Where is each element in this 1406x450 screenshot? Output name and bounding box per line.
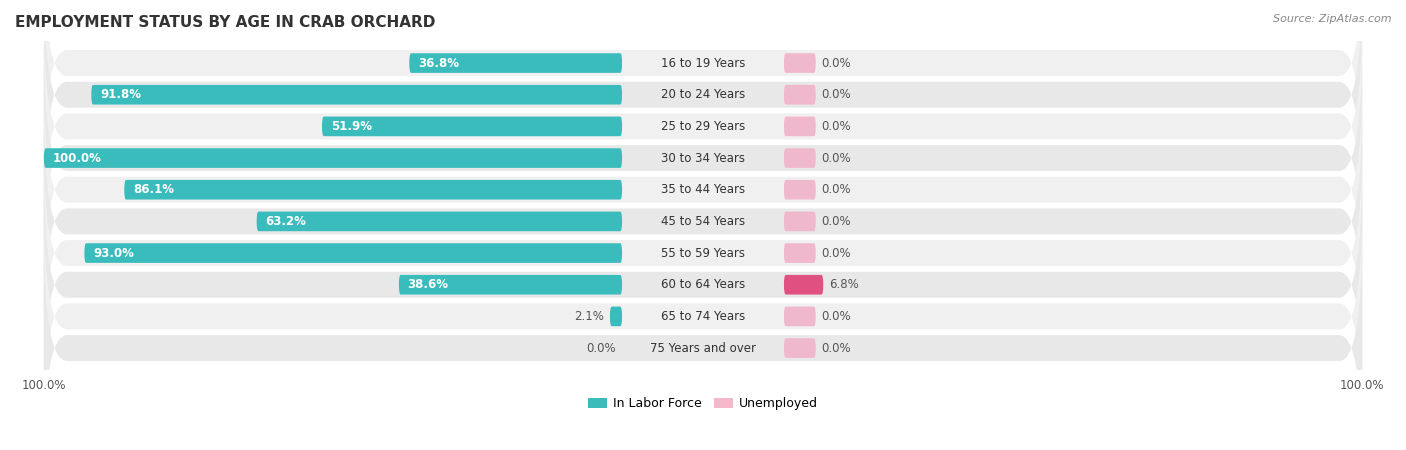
Text: 0.0%: 0.0% [821,183,851,196]
FancyBboxPatch shape [91,85,621,104]
Text: 6.8%: 6.8% [830,278,859,291]
FancyBboxPatch shape [785,306,815,326]
Text: 0.0%: 0.0% [821,57,851,70]
Text: 25 to 29 Years: 25 to 29 Years [661,120,745,133]
Legend: In Labor Force, Unemployed: In Labor Force, Unemployed [588,397,818,410]
Text: 0.0%: 0.0% [821,310,851,323]
Text: 0.0%: 0.0% [821,215,851,228]
Text: 63.2%: 63.2% [266,215,307,228]
FancyBboxPatch shape [44,148,621,168]
FancyBboxPatch shape [44,45,1362,272]
Text: 2.1%: 2.1% [574,310,605,323]
FancyBboxPatch shape [322,117,621,136]
Text: 20 to 24 Years: 20 to 24 Years [661,88,745,101]
FancyBboxPatch shape [44,108,1362,335]
Text: 36.8%: 36.8% [418,57,458,70]
Text: 0.0%: 0.0% [821,152,851,165]
FancyBboxPatch shape [785,338,815,358]
Text: 30 to 34 Years: 30 to 34 Years [661,152,745,165]
FancyBboxPatch shape [785,53,815,73]
Text: 86.1%: 86.1% [134,183,174,196]
FancyBboxPatch shape [785,212,815,231]
Text: EMPLOYMENT STATUS BY AGE IN CRAB ORCHARD: EMPLOYMENT STATUS BY AGE IN CRAB ORCHARD [15,15,436,30]
Text: 35 to 44 Years: 35 to 44 Years [661,183,745,196]
Text: 55 to 59 Years: 55 to 59 Years [661,247,745,260]
Text: 91.8%: 91.8% [100,88,141,101]
FancyBboxPatch shape [44,140,1362,367]
FancyBboxPatch shape [44,0,1362,208]
Text: 0.0%: 0.0% [586,342,616,355]
Text: 93.0%: 93.0% [93,247,134,260]
FancyBboxPatch shape [399,275,621,295]
FancyBboxPatch shape [44,202,1362,430]
Text: 16 to 19 Years: 16 to 19 Years [661,57,745,70]
Text: 45 to 54 Years: 45 to 54 Years [661,215,745,228]
FancyBboxPatch shape [44,234,1362,450]
Text: 51.9%: 51.9% [330,120,371,133]
FancyBboxPatch shape [409,53,621,73]
Text: 0.0%: 0.0% [821,88,851,101]
FancyBboxPatch shape [785,117,815,136]
Text: Source: ZipAtlas.com: Source: ZipAtlas.com [1274,14,1392,23]
Text: 60 to 64 Years: 60 to 64 Years [661,278,745,291]
Text: 65 to 74 Years: 65 to 74 Years [661,310,745,323]
FancyBboxPatch shape [84,243,621,263]
Text: 0.0%: 0.0% [821,247,851,260]
FancyBboxPatch shape [44,13,1362,240]
Text: 100.0%: 100.0% [52,152,101,165]
FancyBboxPatch shape [785,243,815,263]
FancyBboxPatch shape [257,212,621,231]
FancyBboxPatch shape [610,306,621,326]
Text: 0.0%: 0.0% [821,342,851,355]
FancyBboxPatch shape [785,148,815,168]
FancyBboxPatch shape [44,0,1362,177]
FancyBboxPatch shape [124,180,621,199]
FancyBboxPatch shape [44,76,1362,303]
FancyBboxPatch shape [785,85,815,104]
FancyBboxPatch shape [785,180,815,199]
Text: 0.0%: 0.0% [821,120,851,133]
Text: 75 Years and over: 75 Years and over [650,342,756,355]
FancyBboxPatch shape [44,171,1362,398]
Text: 38.6%: 38.6% [408,278,449,291]
FancyBboxPatch shape [785,275,824,295]
